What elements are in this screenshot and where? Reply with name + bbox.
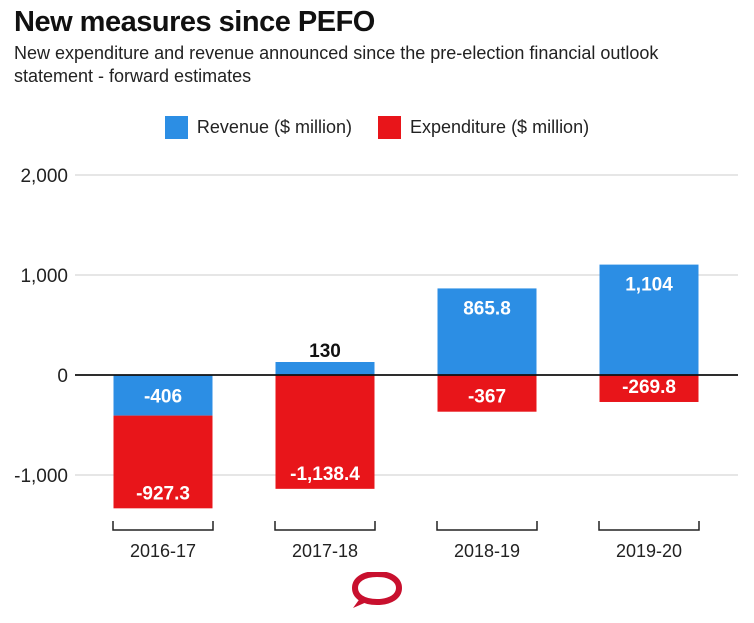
bar-expenditure xyxy=(275,375,375,489)
bar-expenditure xyxy=(113,415,213,509)
data-label-revenue: 865.8 xyxy=(463,298,511,319)
legend-swatch-expenditure xyxy=(378,116,401,139)
data-label-revenue: 1,104 xyxy=(625,275,673,296)
legend-swatch-revenue xyxy=(164,116,188,139)
chart-title: New measures since PEFO xyxy=(14,6,375,38)
bar-expenditure xyxy=(437,375,537,412)
legend-label-expenditure: Expenditure ($ million) xyxy=(410,117,590,137)
bar-revenue xyxy=(437,288,537,375)
data-label-expenditure: -927.3 xyxy=(136,483,190,504)
data-label-revenue: 130 xyxy=(309,341,341,362)
data-label-expenditure: -269.8 xyxy=(622,377,676,398)
bar-revenue xyxy=(599,264,699,375)
y-tick-label: 0 xyxy=(57,366,68,387)
data-label-expenditure: -367 xyxy=(468,387,506,408)
y-tick-label: -1,000 xyxy=(14,466,68,487)
legend-label-revenue: Revenue ($ million) xyxy=(196,117,352,137)
data-label-revenue: -406 xyxy=(144,386,182,407)
legend-item-revenue: Revenue ($ million) xyxy=(164,116,352,139)
bar-revenue xyxy=(275,362,375,375)
chart-subtitle: New expenditure and revenue announced si… xyxy=(14,43,659,86)
y-tick-label: 2,000 xyxy=(20,166,68,187)
category-bracket xyxy=(598,521,700,531)
bar-expenditure xyxy=(599,375,699,402)
legend: Revenue ($ million) Expenditure ($ milli… xyxy=(0,116,754,139)
y-tick-label: 1,000 xyxy=(20,266,68,287)
bar-revenue xyxy=(113,375,213,416)
x-tick-label: 2017-18 xyxy=(292,541,358,561)
x-tick-label: 2019-20 xyxy=(616,541,682,561)
speech-bubble-logo-icon xyxy=(351,572,403,608)
category-bracket xyxy=(112,521,214,531)
category-bracket xyxy=(274,521,376,531)
x-tick-label: 2018-19 xyxy=(454,541,520,561)
data-label-expenditure: -1,138.4 xyxy=(290,464,360,485)
x-tick-label: 2016-17 xyxy=(130,541,196,561)
legend-item-expenditure: Expenditure ($ million) xyxy=(378,116,589,139)
category-bracket xyxy=(436,521,538,531)
